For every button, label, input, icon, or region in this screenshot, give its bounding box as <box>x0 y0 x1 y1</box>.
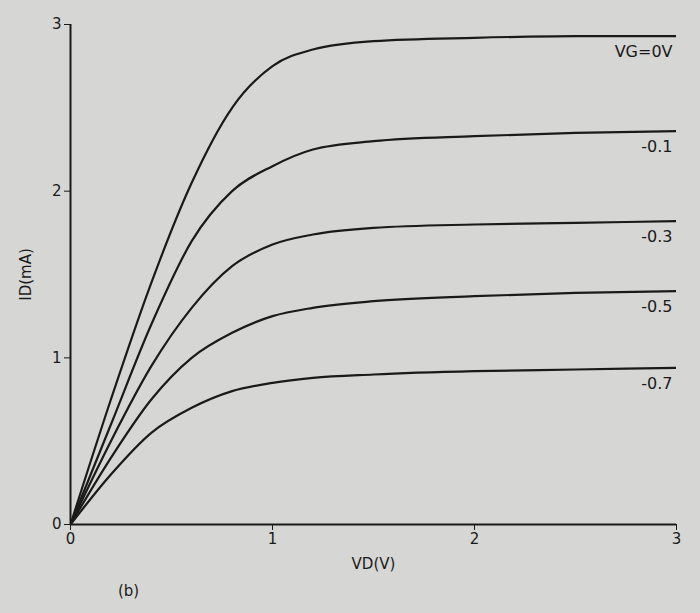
svg-text:2: 2 <box>470 530 480 548</box>
svg-text:2: 2 <box>52 182 62 200</box>
svg-text:VG=0V: VG=0V <box>615 42 673 61</box>
svg-text:0: 0 <box>66 530 76 548</box>
svg-text:0: 0 <box>52 515 62 533</box>
svg-text:VD(V): VD(V) <box>352 555 396 573</box>
svg-text:ID(mA): ID(mA) <box>17 248 35 301</box>
svg-text:1: 1 <box>268 530 278 548</box>
svg-text:3: 3 <box>672 530 682 548</box>
svg-text:-0.5: -0.5 <box>641 297 672 316</box>
svg-text:3: 3 <box>52 15 62 33</box>
html-text:(b): (b) <box>118 582 140 600</box>
svg-text:-0.3: -0.3 <box>641 227 672 246</box>
svg-text:1: 1 <box>52 349 62 367</box>
svg-text:-0.1: -0.1 <box>641 137 672 156</box>
svg-text:-0.7: -0.7 <box>641 374 672 393</box>
